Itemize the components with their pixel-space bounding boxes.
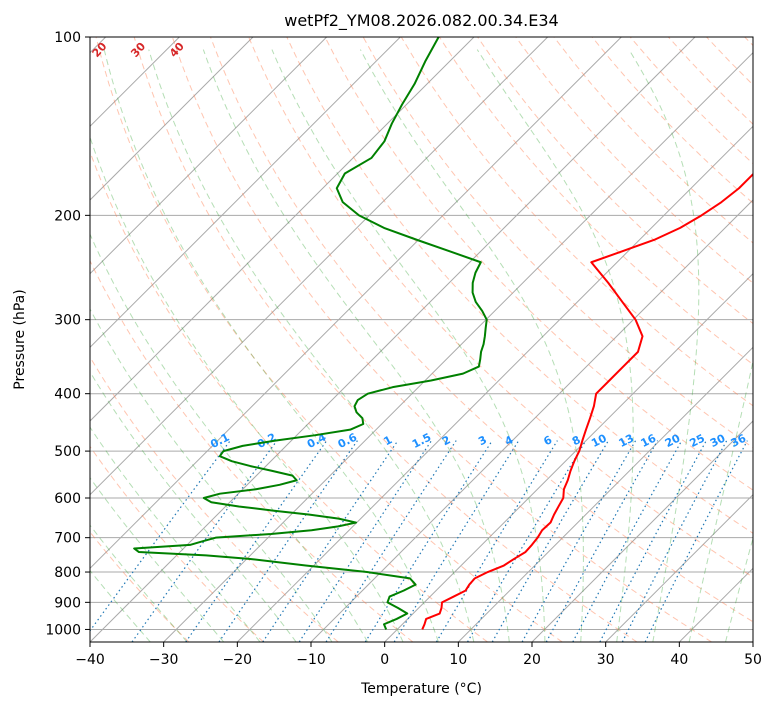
x-tick-label: 40 [670,652,688,668]
temperature-profile-line [421,172,753,630]
isotherm-line [163,51,753,642]
sounding-series [133,37,753,630]
isotherm-line [310,199,753,642]
isotherm-line [90,37,254,201]
isotherm-line [457,346,753,642]
moist-adiabat-line [90,569,151,642]
dry-adiabat-line [171,37,712,642]
isotherm-line [90,37,475,422]
dry-adiabat-line [133,37,638,642]
moist-adiabat-line [476,49,634,642]
mixing-ratio-line [644,440,748,642]
y-tick-label: 600 [54,491,81,507]
y-tick-label: 300 [54,313,81,329]
plot-frame [89,36,754,643]
mixing-ratio-label: 25 [687,432,707,451]
x-tick-label: −30 [149,652,179,668]
x-tick-label: 30 [597,652,615,668]
mixing-ratio-line [545,440,659,642]
isotherm-line [605,493,753,642]
mixing-ratio-line [599,440,707,642]
y-tick-label: 400 [54,387,81,403]
mixing-ratio-line [364,440,493,642]
moist-adiabat-line [202,49,510,642]
dry-adiabat-line [210,37,753,623]
isotherm-line [531,420,753,642]
isotherm-gridlines [90,37,753,642]
mixing-ratio-line [621,440,728,642]
moist-adiabat-line [725,536,753,642]
mixing-ratio-label: 20 [663,431,683,450]
mixing-ratio-line [521,440,637,642]
moist-adiabat-line [90,233,369,642]
moist-adiabat-line [90,426,261,642]
x-tick-label: 20 [523,652,541,668]
x-tick-label: 50 [744,652,762,668]
y-tick-label: 500 [54,444,81,460]
plot-area: 0.10.20.40.611.52346810131620253036-100-… [90,37,753,642]
dry-adiabat-line [324,37,753,491]
dry-adiabat-line [248,37,753,578]
moist-adiabat-line [688,358,753,642]
y-tick-label: 100 [54,30,81,46]
moist-adiabat-line [103,49,439,642]
isotherm-line [90,37,328,275]
dry-adiabat-line [90,445,264,642]
isobar-gridlines [90,37,753,630]
dry-adiabat-line [286,37,753,534]
dry-adiabat-line [95,37,563,642]
y-tick-label: 1000 [45,622,81,638]
x-tick-label: −20 [223,652,253,668]
isotherm-line [236,125,753,642]
y-tick-label: 900 [54,595,81,611]
moist-adiabat-line [148,49,475,642]
mixing-ratio-label: 36 [729,431,749,450]
moist-adiabat-line [359,49,584,642]
y-tick-label: 700 [54,531,81,547]
x-tick-label: −10 [296,652,326,668]
mixing-ratio-label: 13 [617,432,637,451]
mixing-ratio-line [393,440,520,642]
x-tick-label: 10 [449,652,467,668]
moist-adiabat-line [90,135,404,642]
chart-title: wetPf2_YM08.2026.082.00.34.E34 [284,11,558,31]
mixing-ratio-lines [90,440,748,642]
dewpoint-profile-line [133,37,488,630]
dry-adiabat-line [515,37,753,284]
y-tick-label: 800 [54,565,81,581]
moist-adiabat-line [90,524,188,642]
moist-adiabat-line [90,308,333,642]
mixing-ratio-line [185,440,328,642]
mixing-ratio-line [298,440,432,642]
isotherm-line [90,37,696,642]
dry-adiabat-line [90,259,414,642]
y-axis: 100 200 300 400 500 600 700 800 900 1000 [45,30,90,638]
mixing-ratio-line [435,440,558,642]
moist-adiabat-line [271,49,546,642]
x-axis-label: Temperature (°C) [360,681,482,697]
isotherm-line [90,37,401,349]
x-axis: −40 −30 −20 −10 0 10 20 30 40 50 [75,642,762,668]
y-tick-label: 200 [54,208,81,224]
mixing-ratio-label: 30 [708,431,728,450]
isotherm-line [90,37,622,570]
x-tick-label: 0 [380,652,389,668]
moist-adiabat-line [90,476,225,642]
mixing-ratio-line [491,440,609,642]
moist-adiabat-line [90,370,297,642]
mixing-ratio-line [572,440,683,642]
mixing-ratio-label: 16 [639,431,659,450]
mixing-ratio-label: 10 [589,431,609,450]
x-tick-label: −40 [75,652,105,668]
isotherm-line [384,272,753,642]
mixing-ratio-line [131,440,278,642]
isotherm-line [90,37,549,496]
y-axis-label: Pressure (hPa) [12,289,28,389]
moist-adiabat-line [628,49,700,642]
moist-adiabats [90,49,753,642]
mixing-ratio-line [466,440,587,642]
